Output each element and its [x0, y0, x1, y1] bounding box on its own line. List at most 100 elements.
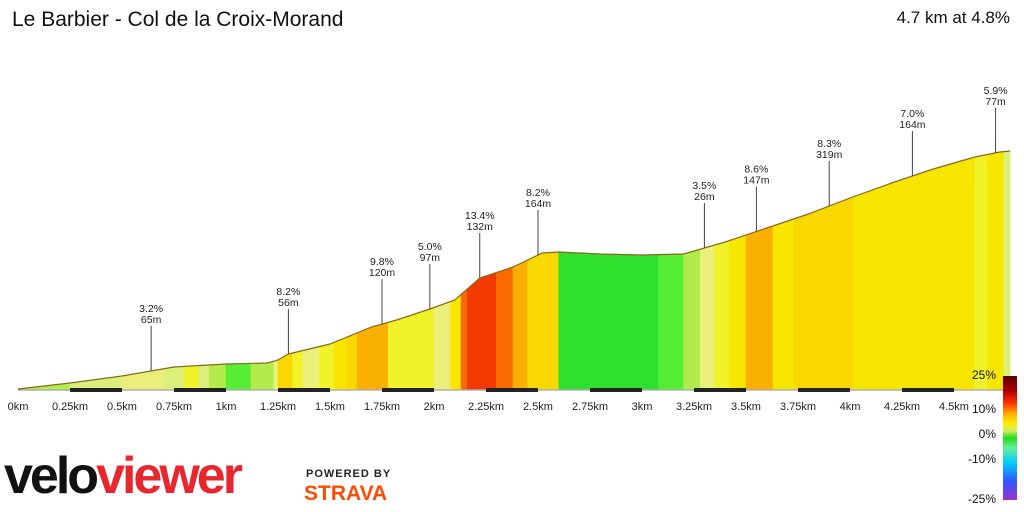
- x-tick-label: 4km: [840, 401, 861, 413]
- annotation-length: 132m: [467, 221, 494, 233]
- logo-viewer-text: viewer: [96, 447, 243, 505]
- x-tick-label: 2km: [424, 401, 445, 413]
- annotation-length: 26m: [694, 191, 715, 203]
- powered-by-label: POWERED BY: [306, 468, 392, 480]
- legend-label: 10%: [972, 402, 996, 416]
- gradient-segments: [17, 150, 1011, 390]
- gradient-segment: [1003, 150, 1011, 390]
- gradient-segment: [292, 350, 304, 390]
- distance-bar: [590, 388, 642, 392]
- gradient-segment: [512, 259, 528, 390]
- gradient-segment: [772, 218, 795, 390]
- annotation-grade: 9.8%: [370, 256, 394, 268]
- annotation-grade: 13.4%: [465, 210, 495, 222]
- gradient-segment: [319, 341, 335, 390]
- gradient-segment: [496, 266, 514, 390]
- gradient-segment: [402, 312, 420, 390]
- gradient-segment: [209, 363, 227, 390]
- gradient-segment: [558, 251, 564, 390]
- gradient-segment: [460, 288, 468, 390]
- gradient-segment: [250, 360, 275, 390]
- distance-bar: [70, 388, 122, 392]
- annotation-grade: 8.6%: [744, 164, 768, 176]
- gradient-segment: [346, 332, 358, 390]
- gradient-segment: [333, 336, 347, 390]
- annotation-length: 120m: [369, 267, 396, 279]
- gradient-segment: [450, 293, 462, 390]
- legend-label: -10%: [968, 452, 996, 466]
- x-tick-label: 0.75km: [156, 401, 192, 413]
- gradient-segment: [974, 154, 988, 390]
- gradient-annotations: 3.2%65m8.2%56m9.8%120m5.0%97m13.4%132m8.…: [139, 85, 1008, 371]
- x-tick-label: 3.75km: [780, 401, 816, 413]
- chart-title: Le Barbier - Col de la Croix-Morand: [12, 8, 344, 31]
- annotation-length: 77m: [985, 96, 1006, 108]
- gradient-segment: [699, 244, 716, 390]
- distance-bar: [486, 388, 538, 392]
- gradient-segment: [198, 364, 210, 390]
- annotation-grade: 3.2%: [139, 303, 163, 315]
- x-tick-label: 2.25km: [468, 401, 504, 413]
- annotation-length: 147m: [743, 175, 770, 187]
- x-tick-label: 4.25km: [884, 401, 920, 413]
- x-tick-label: 3.5km: [731, 401, 761, 413]
- climb-summary: 4.7 km at 4.8%: [896, 8, 1010, 27]
- x-tick-label: 2.5km: [523, 401, 553, 413]
- x-tick-label: 4.5km: [939, 401, 969, 413]
- annotation-length: 56m: [278, 297, 299, 309]
- distance-bar: [382, 388, 434, 392]
- profile-line: [17, 150, 1011, 390]
- annotation-grade: 8.2%: [526, 187, 550, 199]
- gradient-segment: [184, 365, 200, 390]
- gradient-segment: [273, 359, 279, 390]
- gradient-segment: [466, 272, 497, 390]
- x-tick-label: 2.75km: [572, 401, 608, 413]
- distance-baseline: [18, 388, 1011, 392]
- gradient-segment: [356, 321, 389, 390]
- gradient-segment: [729, 234, 747, 390]
- x-tick-label: 3.25km: [676, 401, 712, 413]
- gradient-segment: [302, 346, 320, 390]
- gradient-segment: [225, 363, 252, 390]
- legend-label: -25%: [968, 492, 996, 506]
- gradient-segment: [714, 240, 730, 390]
- gradient-segment: [932, 162, 955, 390]
- gradient-segment: [593, 253, 628, 390]
- distance-bar: [278, 388, 330, 392]
- x-tick-label: 0.5km: [107, 401, 137, 413]
- gradient-segment: [793, 196, 855, 390]
- annotation-grade: 3.5%: [692, 180, 716, 192]
- gradient-segment: [627, 254, 659, 390]
- gradient-segment: [163, 366, 185, 390]
- gradient-segment: [658, 253, 684, 390]
- logo-velo-text: velo: [4, 447, 99, 505]
- annotation-grade: 8.3%: [817, 138, 841, 150]
- legend-color-bar: [1003, 376, 1017, 500]
- annotation-length: 319m: [816, 149, 843, 161]
- gradient-segment: [562, 251, 595, 390]
- profile-outline: [17, 150, 1011, 390]
- gradient-segment: [683, 248, 701, 390]
- x-tick-label: 0km: [8, 401, 29, 413]
- legend-label: 25%: [972, 368, 996, 382]
- gradient-segment: [745, 225, 774, 390]
- x-tick-label: 1.25km: [260, 401, 296, 413]
- x-tick-label: 0.25km: [52, 401, 88, 413]
- x-tick-label: 3km: [632, 401, 653, 413]
- gradient-segment: [953, 156, 976, 390]
- annotation-grade: 8.2%: [276, 286, 300, 298]
- annotation-length: 97m: [420, 252, 441, 264]
- distance-bar: [798, 388, 850, 392]
- gradient-segment: [387, 317, 404, 390]
- gradient-segment: [433, 301, 451, 390]
- distance-bar: [174, 388, 226, 392]
- gradient-segment: [853, 181, 897, 390]
- annotation-length: 65m: [141, 314, 162, 326]
- x-tick-label: 1.75km: [364, 401, 400, 413]
- x-axis-ticks: 0km 0.25km 0.5km 0.75km 1km 1.25km 1.5km 1.75km…: [8, 401, 969, 413]
- veloviewer-logo: veloviewer: [4, 447, 243, 505]
- annotation-grade: 5.9%: [984, 85, 1008, 97]
- annotation-grade: 5.0%: [418, 241, 442, 253]
- gradient-segment: [895, 168, 934, 390]
